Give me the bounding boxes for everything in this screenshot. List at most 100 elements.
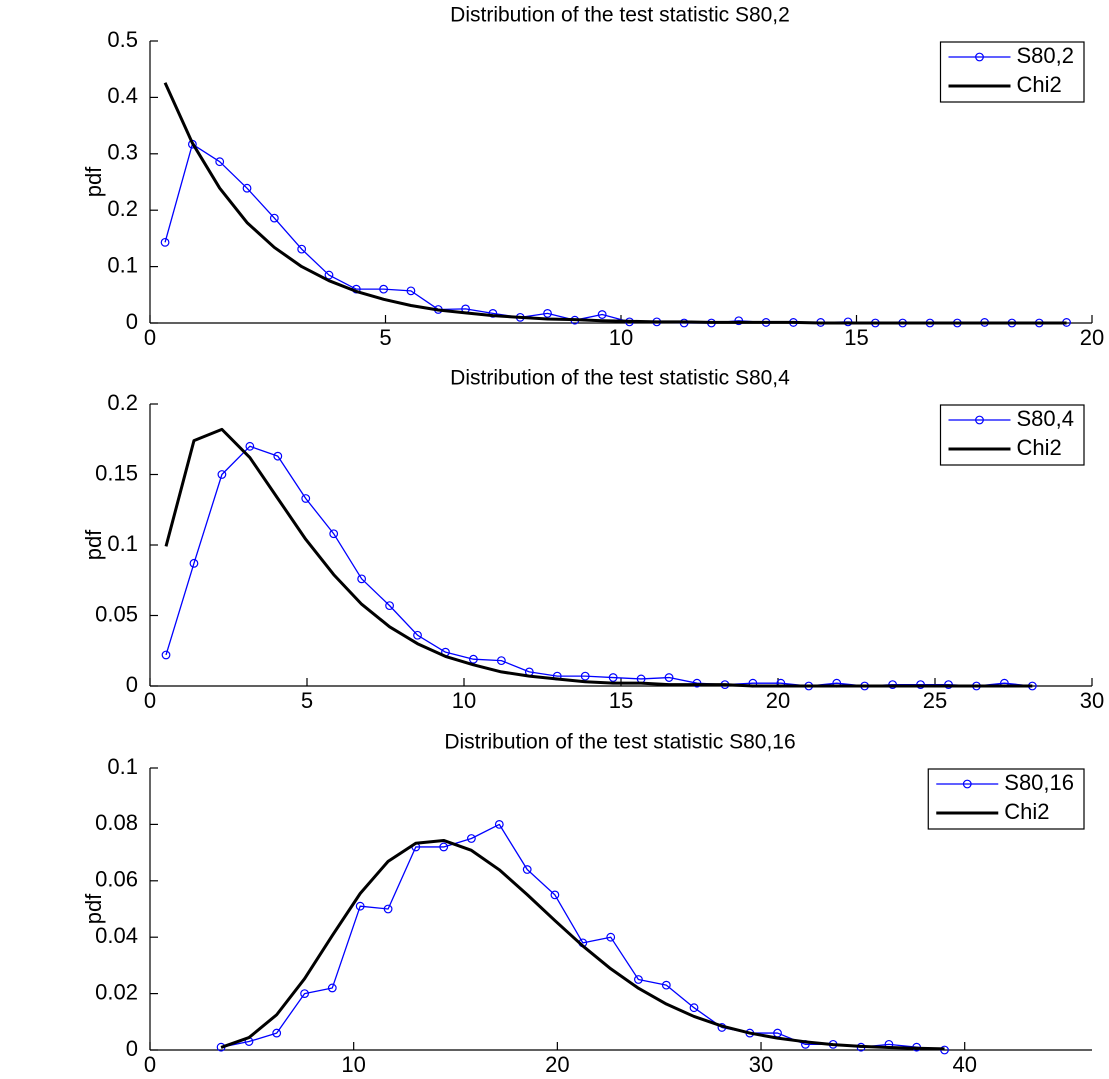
legend-box — [927, 768, 1085, 830]
legend-label: S80,4 — [1017, 406, 1075, 431]
y-tick-label: 0.04 — [95, 923, 138, 948]
data-point — [406, 286, 416, 296]
x-tick-label: 5 — [301, 688, 313, 713]
subplot: Distribution of the test statistic S80,2… — [81, 4, 1104, 350]
y-tick-label: 0.4 — [107, 83, 138, 108]
data-point — [522, 865, 532, 874]
legend: S80,16 Chi2 — [927, 768, 1085, 830]
y-tick-label: 0.1 — [107, 754, 138, 779]
subplot: Distribution of the test statistic S80,1… — [81, 731, 1092, 1077]
data-point — [329, 529, 339, 539]
x-tick-label: 20 — [766, 688, 790, 713]
data-point — [606, 932, 616, 942]
y-tick-label: 0.1 — [107, 531, 138, 556]
y-tick-label: 0 — [126, 309, 138, 334]
chart-title: Distribution of the test statistic S80,1… — [444, 731, 795, 754]
legend-marker — [962, 779, 972, 789]
series-line — [164, 143, 1067, 324]
y-axis-label: pdf — [81, 893, 106, 924]
y-tick-label: 0.1 — [107, 252, 138, 277]
data-point — [689, 1003, 699, 1013]
data-point — [550, 890, 560, 900]
data-point — [272, 1028, 282, 1038]
x-tick-label: 30 — [749, 1052, 773, 1077]
legend-label: Chi2 — [1017, 72, 1062, 97]
data-point — [467, 834, 476, 843]
legend-box — [939, 41, 1085, 103]
data-point — [327, 983, 337, 993]
legend-marker — [975, 52, 984, 62]
x-tick-label: 0 — [144, 1052, 156, 1077]
y-axis-label: pdf — [81, 529, 106, 560]
data-point — [357, 574, 367, 584]
data-point — [324, 270, 334, 280]
data-point — [439, 842, 449, 852]
legend-box — [939, 404, 1085, 466]
y-tick-label: 0.2 — [107, 196, 138, 221]
data-point — [664, 673, 674, 682]
y-tick-label: 0.02 — [95, 979, 138, 1004]
x-tick-label: 30 — [1080, 688, 1104, 713]
data-point — [543, 309, 552, 318]
series-line — [220, 838, 945, 1051]
data-point — [215, 157, 225, 167]
data-point — [383, 904, 393, 914]
x-tick-label: 20 — [545, 1052, 569, 1077]
data-point — [413, 630, 422, 640]
data-point — [242, 183, 252, 193]
data-point — [300, 989, 309, 998]
y-axis-label: pdf — [81, 166, 106, 197]
data-point — [160, 237, 170, 247]
legend-label: Chi2 — [1017, 435, 1062, 460]
data-point — [245, 441, 255, 451]
y-tick-label: 0 — [126, 1036, 138, 1061]
legend-label: Chi2 — [1004, 799, 1049, 824]
y-tick-label: 0.5 — [107, 27, 138, 52]
data-point — [379, 284, 389, 294]
x-tick-label: 10 — [452, 688, 476, 713]
data-point — [217, 470, 227, 479]
data-point — [301, 494, 311, 503]
series-line — [165, 445, 1033, 687]
data-point — [269, 213, 279, 223]
y-tick-label: 0.15 — [95, 460, 138, 485]
chart-title: Distribution of the test statistic S80,4 — [450, 367, 790, 390]
y-tick-label: 0 — [126, 672, 138, 697]
data-point — [634, 975, 643, 984]
data-point — [608, 673, 618, 682]
legend-label: S80,2 — [1017, 43, 1075, 68]
chart-title: Distribution of the test statistic S80,2 — [450, 4, 790, 27]
x-tick-label: 5 — [379, 325, 391, 350]
y-tick-label: 0.08 — [95, 810, 138, 835]
x-tick-label: 15 — [609, 688, 633, 713]
data-point — [494, 820, 504, 829]
x-tick-label: 20 — [1080, 325, 1104, 350]
data-point — [734, 316, 744, 326]
x-tick-label: 15 — [844, 325, 868, 350]
x-tick-label: 40 — [952, 1052, 976, 1077]
legend-label: S80,16 — [1004, 770, 1074, 795]
data-point — [496, 656, 506, 666]
data-point — [469, 654, 478, 664]
data-point — [355, 901, 365, 911]
series-line — [163, 82, 1067, 325]
x-tick-label: 10 — [609, 325, 633, 350]
data-point — [661, 980, 671, 990]
subplot: Distribution of the test statistic S80,4… — [81, 367, 1104, 713]
x-tick-label: 0 — [144, 688, 156, 713]
x-tick-label: 10 — [341, 1052, 365, 1077]
y-tick-label: 0.3 — [107, 140, 138, 165]
legend-marker — [975, 415, 984, 425]
data-point — [273, 451, 283, 461]
data-point — [580, 671, 590, 681]
y-tick-label: 0.06 — [95, 867, 138, 892]
data-point — [597, 310, 607, 319]
x-tick-label: 25 — [923, 688, 947, 713]
y-tick-label: 0.2 — [107, 390, 138, 415]
y-tick-label: 0.05 — [95, 601, 138, 626]
series-line — [164, 427, 1033, 688]
data-point — [385, 601, 394, 611]
legend: S80,4 Chi2 — [939, 404, 1085, 466]
